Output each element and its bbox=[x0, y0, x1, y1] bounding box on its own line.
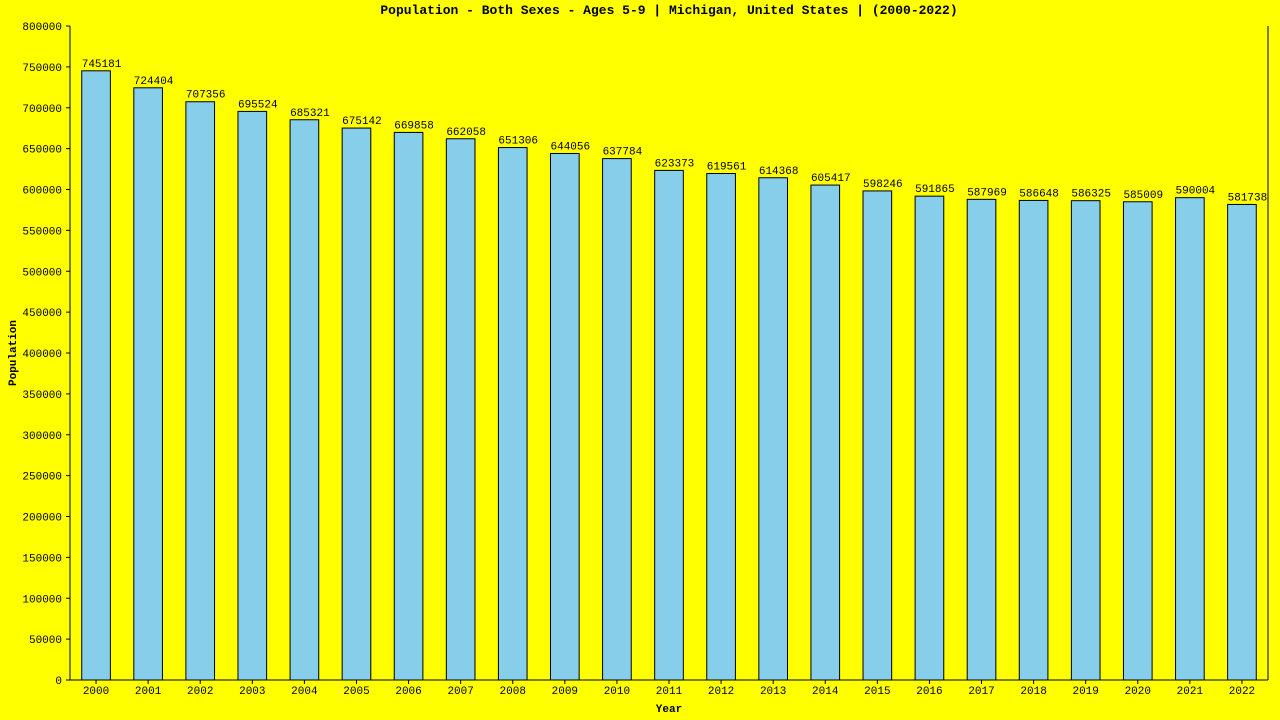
bar bbox=[707, 174, 736, 680]
y-tick-label: 600000 bbox=[22, 186, 62, 198]
bar bbox=[82, 71, 111, 680]
bar bbox=[498, 148, 527, 680]
bar-value-label: 707356 bbox=[186, 90, 226, 102]
bar bbox=[290, 120, 319, 680]
y-tick-label: 250000 bbox=[22, 472, 62, 484]
bar bbox=[655, 170, 684, 680]
bar-value-label: 675142 bbox=[342, 116, 382, 128]
bar-value-label: 695524 bbox=[238, 99, 278, 111]
bar-value-label: 587969 bbox=[967, 187, 1007, 199]
x-tick-label: 2002 bbox=[187, 686, 213, 698]
x-tick-label: 2003 bbox=[239, 686, 265, 698]
bar-value-label: 586325 bbox=[1071, 189, 1111, 201]
bar-value-label: 585009 bbox=[1123, 190, 1163, 202]
y-tick-label: 200000 bbox=[22, 513, 62, 525]
y-tick-label: 150000 bbox=[22, 553, 62, 565]
bar bbox=[603, 159, 632, 680]
bar bbox=[342, 128, 371, 680]
bar-value-label: 623373 bbox=[655, 158, 695, 170]
bar-value-label: 614368 bbox=[759, 166, 799, 178]
bar-value-label: 662058 bbox=[446, 127, 486, 139]
bar-value-label: 591865 bbox=[915, 184, 955, 196]
y-tick-label: 350000 bbox=[22, 390, 62, 402]
bar-value-label: 669858 bbox=[394, 120, 434, 132]
y-tick-label: 500000 bbox=[22, 267, 62, 279]
y-tick-label: 550000 bbox=[22, 226, 62, 238]
y-tick-label: 300000 bbox=[22, 431, 62, 443]
bar bbox=[134, 88, 163, 680]
bar-value-label: 651306 bbox=[498, 136, 538, 148]
bar bbox=[1228, 204, 1257, 680]
x-tick-label: 2008 bbox=[500, 686, 526, 698]
y-tick-label: 700000 bbox=[22, 104, 62, 116]
bar-value-label: 637784 bbox=[603, 147, 643, 159]
bar-value-label: 581738 bbox=[1228, 192, 1268, 204]
y-tick-label: 650000 bbox=[22, 145, 62, 157]
bar-value-label: 619561 bbox=[707, 162, 747, 174]
y-tick-label: 750000 bbox=[22, 63, 62, 75]
bar bbox=[1123, 202, 1152, 680]
x-tick-label: 2019 bbox=[1072, 686, 1098, 698]
x-tick-label: 2006 bbox=[395, 686, 421, 698]
x-tick-label: 2000 bbox=[83, 686, 109, 698]
x-tick-label: 2016 bbox=[916, 686, 942, 698]
x-axis-label: Year bbox=[656, 704, 682, 716]
x-tick-label: 2012 bbox=[708, 686, 734, 698]
bar bbox=[394, 132, 423, 680]
bar bbox=[863, 191, 892, 680]
x-tick-label: 2017 bbox=[968, 686, 994, 698]
y-tick-label: 450000 bbox=[22, 308, 62, 320]
bar bbox=[551, 153, 580, 680]
y-tick-label: 400000 bbox=[22, 349, 62, 361]
bar bbox=[186, 102, 215, 680]
bar bbox=[1176, 198, 1205, 680]
bar-value-label: 605417 bbox=[811, 173, 851, 185]
bar bbox=[811, 185, 840, 680]
bar-value-label: 745181 bbox=[82, 59, 122, 71]
y-tick-label: 50000 bbox=[29, 635, 62, 647]
y-tick-label: 100000 bbox=[22, 594, 62, 606]
x-tick-label: 2005 bbox=[343, 686, 369, 698]
x-tick-label: 2020 bbox=[1125, 686, 1151, 698]
x-tick-label: 2018 bbox=[1020, 686, 1046, 698]
bar-value-label: 586648 bbox=[1019, 188, 1059, 200]
chart-title: Population - Both Sexes - Ages 5-9 | Mic… bbox=[380, 3, 957, 18]
x-tick-label: 2022 bbox=[1229, 686, 1255, 698]
bar-value-label: 724404 bbox=[134, 76, 174, 88]
bar-value-label: 644056 bbox=[551, 141, 591, 153]
bar bbox=[759, 178, 788, 680]
x-tick-label: 2021 bbox=[1177, 686, 1204, 698]
x-tick-label: 2010 bbox=[604, 686, 630, 698]
y-tick-label: 0 bbox=[55, 676, 62, 688]
bar bbox=[915, 196, 944, 680]
y-tick-label: 800000 bbox=[22, 22, 62, 34]
bar bbox=[446, 139, 475, 680]
x-tick-label: 2011 bbox=[656, 686, 683, 698]
bar bbox=[1019, 200, 1048, 680]
population-bar-chart: 745181 2000 724404 2001 707356 2002 695524 2003… bbox=[0, 0, 1280, 720]
y-axis-label: Population bbox=[8, 320, 20, 386]
bar-value-label: 685321 bbox=[290, 108, 330, 120]
x-tick-label: 2015 bbox=[864, 686, 890, 698]
x-tick-label: 2004 bbox=[291, 686, 318, 698]
x-tick-label: 2001 bbox=[135, 686, 162, 698]
x-tick-label: 2014 bbox=[812, 686, 839, 698]
bar bbox=[967, 199, 996, 680]
bar-value-label: 598246 bbox=[863, 179, 903, 191]
x-tick-label: 2013 bbox=[760, 686, 786, 698]
bar-value-label: 590004 bbox=[1176, 186, 1216, 198]
x-tick-label: 2009 bbox=[552, 686, 578, 698]
x-tick-label: 2007 bbox=[447, 686, 473, 698]
bar bbox=[238, 111, 267, 680]
bar bbox=[1071, 201, 1100, 680]
